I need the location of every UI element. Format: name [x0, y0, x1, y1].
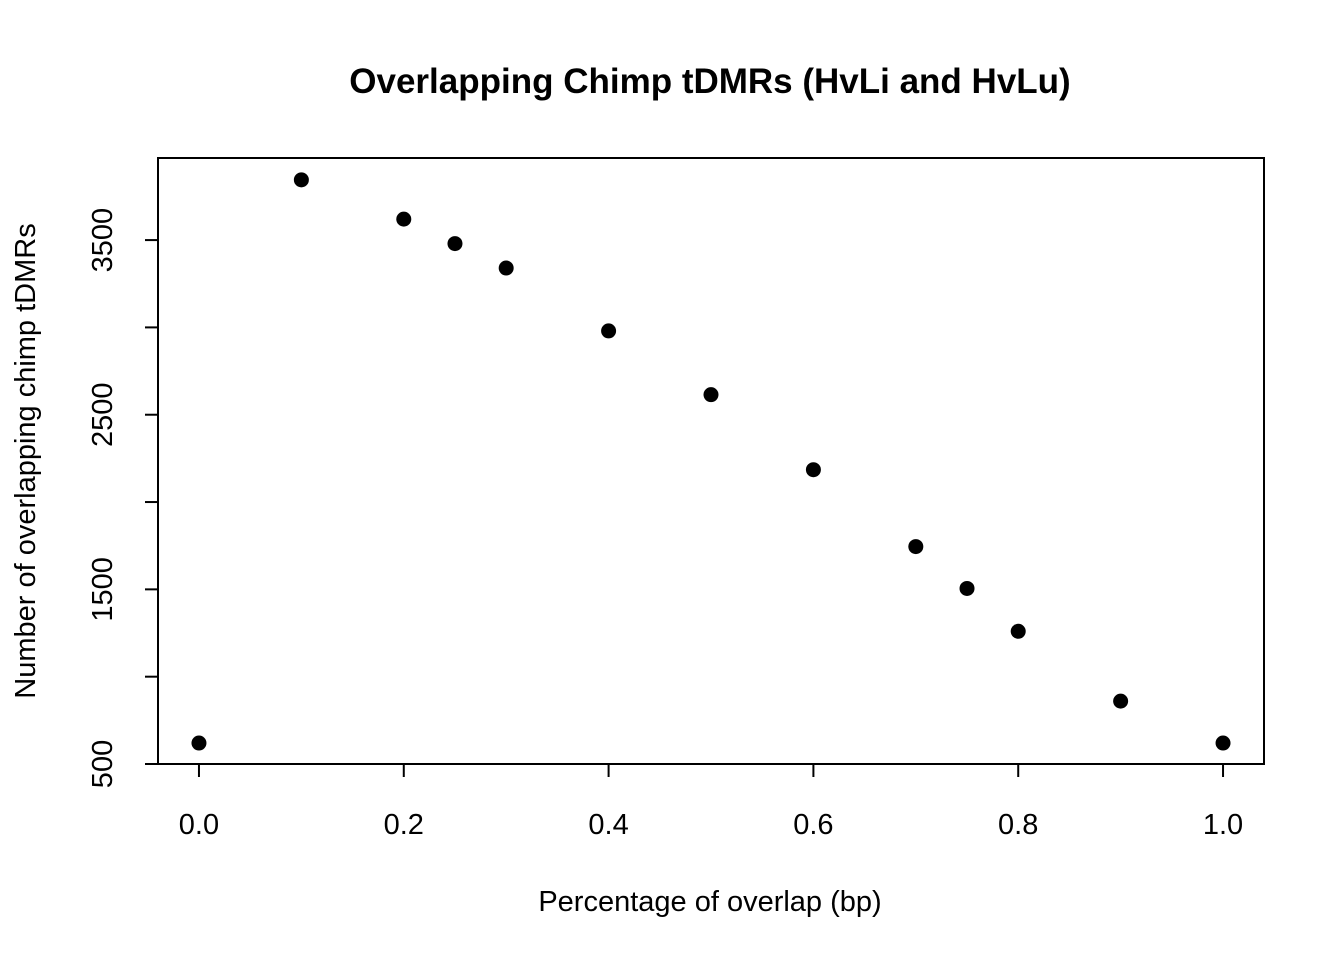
y-tick-label: 2500 [87, 382, 119, 447]
data-point [1010, 623, 1026, 639]
x-tick-label: 0.6 [793, 809, 833, 841]
x-tick-label: 0.4 [588, 809, 628, 841]
y-tick-label: 500 [87, 740, 119, 788]
chart-title: Overlapping Chimp tDMRs (HvLi and HvLu) [349, 62, 1070, 101]
data-points [191, 172, 1231, 751]
data-point [1215, 735, 1231, 751]
data-point [498, 260, 514, 276]
plot-frame [157, 157, 1265, 765]
x-tick-label: 0.8 [998, 809, 1038, 841]
data-point [601, 323, 617, 339]
x-tick-label: 0.2 [384, 809, 424, 841]
data-point [447, 236, 463, 252]
data-point [396, 211, 412, 227]
data-point [191, 735, 207, 751]
y-axis-label: Number of overlapping chimp tDMRs [10, 223, 42, 698]
data-point [959, 580, 975, 596]
x-tick-label: 0.0 [179, 809, 219, 841]
data-point [805, 462, 821, 478]
x-axis: 0.0 0.2 0.4 0.6 0.8 1.0 [179, 763, 1243, 841]
x-axis-label: Percentage of overlap (bp) [538, 886, 881, 918]
y-tick-label: 1500 [87, 557, 119, 622]
data-point [703, 387, 719, 403]
data-point [908, 539, 924, 555]
data-point [1113, 693, 1129, 709]
y-axis: 500 1500 2500 3500 [87, 208, 159, 788]
data-point [293, 172, 309, 188]
y-tick-label: 3500 [87, 208, 119, 273]
x-tick-label: 1.0 [1203, 809, 1243, 841]
